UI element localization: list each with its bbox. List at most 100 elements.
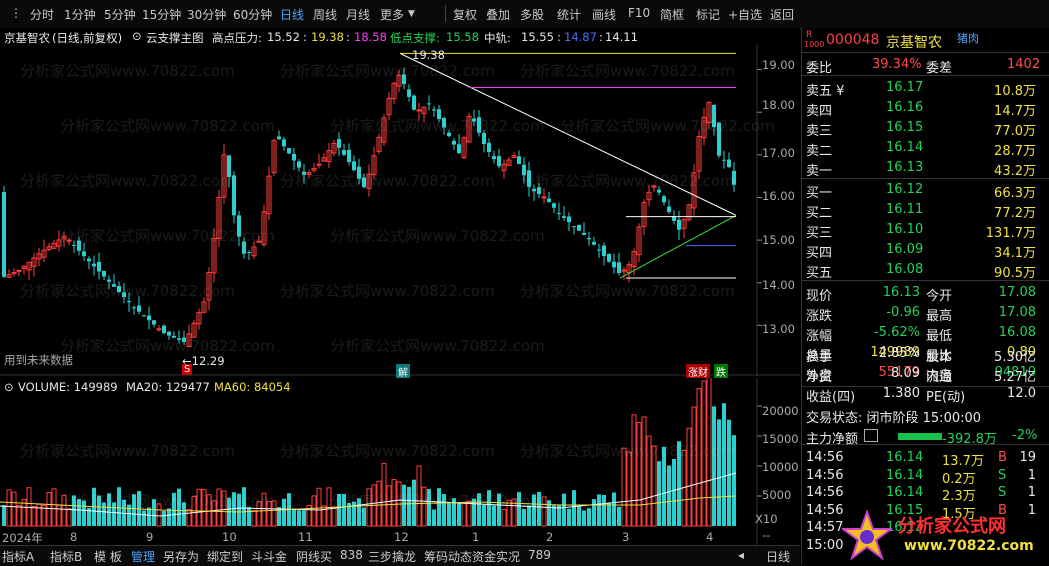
x-label: 10 xyxy=(222,530,237,544)
tool-simple-frame[interactable]: 简框 xyxy=(660,8,685,22)
stock-name-label: 京基智农 xyxy=(4,31,50,45)
tool-draw[interactable]: 画线 xyxy=(592,8,617,22)
tab-indicator-a[interactable]: 指标A xyxy=(2,550,35,564)
tick-count: 1 xyxy=(1027,502,1036,518)
period-indicator-label[interactable]: 日线 xyxy=(766,550,791,564)
tool-f10[interactable]: F10 xyxy=(628,6,651,20)
stat-value: 8.09 xyxy=(891,366,920,381)
tick-time: 15:00 xyxy=(806,537,844,553)
period-fenshi[interactable]: 分时 xyxy=(30,8,55,22)
candle-body xyxy=(302,171,306,175)
volume-bar xyxy=(636,421,642,527)
candle-body xyxy=(347,149,351,162)
volume-bar xyxy=(651,445,657,527)
period-60min[interactable]: 60分钟 xyxy=(233,8,273,22)
volume-bar xyxy=(677,441,681,526)
candle-body xyxy=(547,198,551,203)
period-30min[interactable]: 30分钟 xyxy=(187,8,227,22)
main-net-value: -392.8万 xyxy=(942,432,997,447)
indicator-dropdown-icon[interactable]: ⊙ xyxy=(132,29,142,43)
volume-bar xyxy=(472,498,476,526)
tab-doudoujin[interactable]: 斗斗金 xyxy=(251,550,288,564)
stat-label: 今开 xyxy=(926,289,953,304)
period-monthly[interactable]: 月线 xyxy=(346,8,371,22)
candle-body xyxy=(366,173,372,190)
candle-body xyxy=(61,236,67,240)
candle-body xyxy=(717,122,721,156)
volume-bar xyxy=(311,495,317,527)
volume-collapse-icon[interactable]: ⊙ xyxy=(4,380,14,394)
volume-bar xyxy=(26,487,32,527)
period-weekly[interactable]: 周线 xyxy=(313,8,338,22)
tab-indicator-b[interactable]: 指标B xyxy=(50,550,83,564)
period-1min[interactable]: 1分钟 xyxy=(64,8,96,22)
sector-tag[interactable]: 猪肉 xyxy=(957,32,979,45)
period-15min[interactable]: 15分钟 xyxy=(142,8,182,22)
chart-mode-label[interactable]: (日线,前复权) xyxy=(52,31,123,45)
volume-bar xyxy=(587,508,591,526)
tool-add-favorite[interactable]: +自选 xyxy=(728,8,763,22)
bid-row: 买四 16.09 34.1万 xyxy=(802,240,1049,261)
tool-mark[interactable]: 标记 xyxy=(696,8,721,22)
wecha-label: 委差 xyxy=(926,61,953,76)
drop-badge[interactable]: 跌 xyxy=(714,364,728,379)
stat-label: 收益(四) xyxy=(806,390,856,405)
y-tick-price: 17.00 xyxy=(762,146,795,160)
candle-body xyxy=(51,242,57,249)
logo-text: 分析家公式网 xyxy=(898,516,1006,537)
tool-fuquan[interactable]: 复权 xyxy=(453,8,478,22)
tool-stats[interactable]: 统计 xyxy=(557,8,582,22)
candle-body xyxy=(196,312,202,325)
tab-bind-to[interactable]: 绑定到 xyxy=(207,550,244,564)
limit-up-badge[interactable]: 涨财 xyxy=(686,364,710,379)
trend-support-line xyxy=(619,214,737,279)
ask-price: 16.16 xyxy=(886,100,924,115)
volume-bar xyxy=(156,503,162,527)
volume-panel[interactable]: ⊙ VOLUME: 149989 MA20: 129477 MA60: 8405… xyxy=(0,378,800,545)
period-5min[interactable]: 5分钟 xyxy=(104,8,136,22)
candle-body xyxy=(407,89,411,97)
tick-side: B xyxy=(998,502,1007,518)
tab-chouma[interactable]: 筹码动态资金实况 xyxy=(424,550,521,564)
volume-bar xyxy=(437,488,441,526)
tool-overlay[interactable]: 叠加 xyxy=(486,8,511,22)
volume-bar xyxy=(662,446,666,526)
tab-template[interactable]: 模 板 xyxy=(94,550,122,564)
indicator-name[interactable]: 云支撑主图 xyxy=(146,31,204,45)
low-support-value: 15.58 xyxy=(446,30,479,44)
volume-bar xyxy=(501,508,507,527)
candle-body xyxy=(72,244,76,246)
kline-panel[interactable]: 京基智农 (日线,前复权) ⊙ 云支撑主图 高点压力: 15.52 : 19.3… xyxy=(0,28,800,379)
ma20-line xyxy=(0,472,737,517)
tab-manage[interactable]: 管理 xyxy=(131,550,156,564)
tab-sanbu[interactable]: 三步擒龙 xyxy=(368,550,417,564)
tab-save-as[interactable]: 另存为 xyxy=(163,550,200,564)
candle-body xyxy=(732,170,736,185)
volume-bar xyxy=(31,505,37,527)
list-icon[interactable] xyxy=(864,429,878,442)
candle-body xyxy=(452,140,456,145)
tab-yinxianmai[interactable]: 阴线买 xyxy=(296,550,333,564)
tool-multistock[interactable]: 多股 xyxy=(520,8,545,22)
chevron-down-icon[interactable]: ▼ xyxy=(408,9,415,19)
period-daily[interactable]: 日线 xyxy=(280,8,305,22)
scroll-left-icon[interactable]: ◂ xyxy=(738,548,745,562)
bid-row: 买二 16.11 77.2万 xyxy=(802,200,1049,221)
y-tick-price: 15.00 xyxy=(762,233,795,247)
unlock-badge[interactable]: 解 xyxy=(396,364,410,379)
bid-price: 16.12 xyxy=(886,182,924,197)
grid-menu-icon[interactable]: ⋮ xyxy=(10,6,22,20)
mid-rail-label: 中轨: xyxy=(484,31,511,45)
tab-789[interactable]: 789 xyxy=(528,548,551,562)
volume-bar xyxy=(247,506,251,526)
vol-y-tick: 15000 xyxy=(762,432,799,446)
tool-back[interactable]: 返回 xyxy=(770,8,795,22)
tab-838[interactable]: 838 xyxy=(340,548,363,562)
volume-bar xyxy=(117,487,121,526)
volume-bar xyxy=(461,502,467,527)
period-more[interactable]: 更多 xyxy=(380,8,405,22)
wecha-value: 1402 xyxy=(1007,57,1041,72)
x-label: 2 xyxy=(546,530,554,544)
sell-signal-badge[interactable]: S xyxy=(182,364,193,375)
y-tick-price: 13.00 xyxy=(762,322,795,336)
